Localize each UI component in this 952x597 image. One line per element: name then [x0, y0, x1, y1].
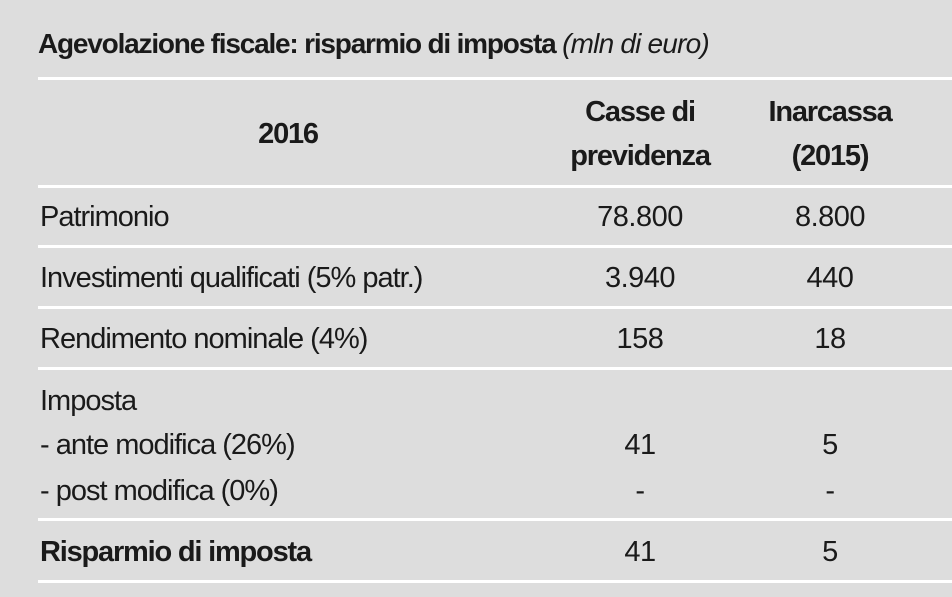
row-value-casse: 3.940: [604, 262, 676, 294]
header-col-inarcassa-line2: (2015): [791, 140, 870, 172]
divider: [38, 306, 952, 309]
row-label-rendimento: Rendimento nominale (4%): [40, 323, 368, 355]
divider: [38, 367, 952, 370]
row-value-casse: 158: [616, 323, 664, 355]
header-col-casse-line2: previdenza: [570, 140, 711, 172]
row-value-casse: 41: [624, 429, 656, 461]
row-label-ante-modifica: - ante modifica (26%): [40, 429, 296, 461]
row-value-inarcassa: -: [825, 475, 835, 507]
divider: [38, 185, 952, 188]
divider: [38, 245, 952, 248]
row-label-investimenti: Investimenti qualificati (5% patr.): [40, 262, 423, 294]
row-value-inarcassa: 8.800: [794, 201, 866, 233]
row-value-inarcassa: 5: [822, 536, 838, 568]
row-value-inarcassa: 5: [822, 429, 838, 461]
row-label-patrimonio: Patrimonio: [40, 201, 170, 233]
row-label-risparmio: Risparmio di imposta: [40, 536, 312, 568]
header-col-casse-line1: Casse di: [585, 96, 696, 128]
row-value-casse: 78.800: [597, 201, 683, 233]
divider: [38, 580, 952, 583]
divider: [38, 518, 952, 521]
row-value-casse: -: [635, 475, 645, 507]
row-value-inarcassa: 440: [806, 262, 854, 294]
header-col-casse: Casse di previdenza: [540, 90, 740, 178]
header-col-inarcassa-line1: Inarcassa: [768, 96, 892, 128]
table-title: Agevolazione fiscale: risparmio di impos…: [38, 28, 710, 60]
row-label-post-modifica: - post modifica (0%): [40, 475, 279, 507]
row-value-inarcassa: 18: [814, 323, 846, 355]
header-year: 2016: [258, 118, 319, 150]
header-col-inarcassa: Inarcassa (2015): [740, 90, 920, 178]
divider: [38, 77, 952, 80]
row-value-casse: 41: [624, 536, 656, 568]
table-title-main: Agevolazione fiscale: risparmio di impos…: [38, 28, 557, 59]
row-label-imposta: Imposta: [40, 385, 137, 417]
table-title-unit: (mln di euro): [562, 28, 710, 59]
